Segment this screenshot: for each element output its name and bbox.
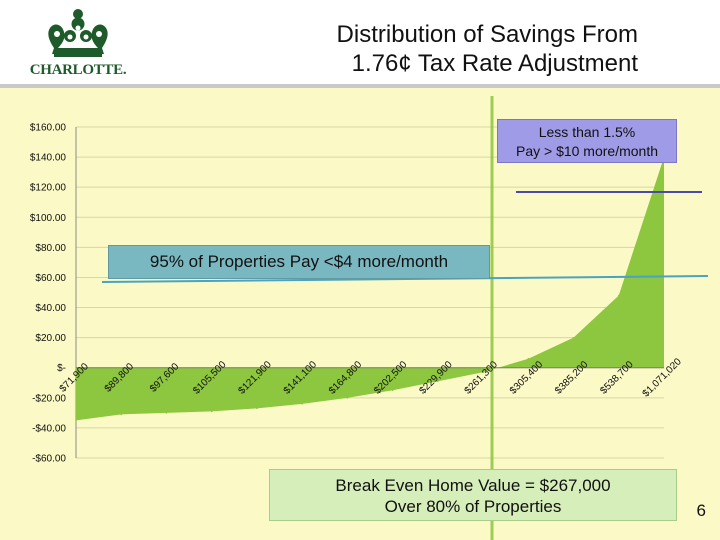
y-tick-label: $140.00 — [30, 153, 67, 164]
savings-area-chart: $160.00 $140.00 $120.00 $100.00 $80.00 $60.00… — [30, 96, 709, 540]
y-tick-label: -$40.00 — [32, 423, 66, 434]
y-tick-label: $80.00 — [35, 243, 66, 254]
data-point — [75, 419, 77, 422]
ninety-five-percent-line — [101, 275, 709, 283]
data-point — [120, 413, 123, 416]
y-tick-label: $120.00 — [30, 183, 67, 194]
data-point — [527, 357, 530, 360]
callout-break-even: Break Even Home Value = $267,000 Over 80… — [269, 469, 677, 521]
data-point — [391, 389, 394, 392]
y-tick-label: -$60.00 — [32, 454, 66, 465]
header-divider — [0, 84, 720, 88]
reference-lines — [101, 96, 709, 540]
data-point — [617, 294, 620, 297]
y-tick-label: -$20.00 — [32, 393, 66, 404]
callout-break-line-2: Over 80% of Properties — [384, 497, 562, 516]
x-tick-label: $261,300 — [463, 359, 501, 397]
callout-less-than-1-5-percent: Less than 1.5% Pay > $10 more/month — [497, 119, 677, 163]
y-tick-label: $40.00 — [35, 303, 66, 314]
slide-header: CHARLOTTE. Distribution of Savings From … — [0, 0, 720, 84]
data-point — [256, 407, 258, 410]
callout-break-line-1: Break Even Home Value = $267,000 — [335, 476, 611, 495]
data-point — [301, 403, 303, 405]
data-point — [346, 397, 349, 399]
callout-less-line-2: Pay > $10 more/month — [515, 143, 659, 159]
y-tick-label: $- — [57, 363, 66, 374]
charlotte-logo: CHARLOTTE. — [28, 6, 128, 80]
data-point — [572, 336, 575, 339]
page-title: Distribution of Savings From 1.76¢ Tax R… — [218, 20, 638, 78]
page-number: 6 — [696, 501, 706, 520]
data-point — [165, 412, 168, 414]
callout-95-percent: 95% of Properties Pay <$4 more/month — [108, 245, 490, 279]
y-tick-label: $160.00 — [30, 123, 67, 134]
data-point — [482, 371, 484, 374]
title-line-2: 1.76¢ Tax Rate Adjustment — [351, 50, 638, 77]
callout-less-line-1: Less than 1.5% — [538, 124, 636, 140]
data-point — [210, 410, 213, 413]
data-point — [437, 380, 439, 383]
y-axis-ticks: $160.00 $140.00 $120.00 $100.00 $80.00 $60.00… — [30, 123, 67, 465]
y-tick-label: $20.00 — [35, 333, 66, 344]
title-line-1: Distribution of Savings From — [336, 21, 638, 48]
logo-wordmark: CHARLOTTE. — [29, 62, 127, 78]
crown-icon — [48, 9, 108, 57]
y-tick-label: $60.00 — [35, 273, 66, 284]
y-tick-label: $100.00 — [30, 213, 67, 224]
